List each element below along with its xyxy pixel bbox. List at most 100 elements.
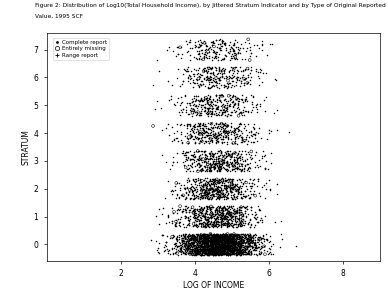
Point bbox=[220, 236, 227, 240]
Point bbox=[212, 207, 218, 212]
Point bbox=[223, 54, 229, 58]
Point bbox=[222, 212, 228, 217]
Point bbox=[202, 214, 208, 219]
Point bbox=[209, 245, 215, 250]
Point bbox=[253, 138, 260, 143]
Point bbox=[232, 244, 238, 249]
Point bbox=[176, 220, 182, 224]
Point bbox=[239, 195, 245, 200]
Point bbox=[223, 234, 229, 239]
Point bbox=[196, 249, 202, 254]
Point bbox=[247, 58, 253, 62]
Point bbox=[195, 169, 201, 174]
Point bbox=[217, 45, 223, 50]
Point bbox=[237, 249, 243, 254]
Point bbox=[230, 55, 237, 60]
Point bbox=[244, 250, 250, 255]
Point bbox=[208, 248, 214, 253]
Point bbox=[222, 83, 229, 88]
Point bbox=[234, 141, 240, 146]
Point bbox=[222, 247, 228, 252]
Point bbox=[183, 204, 189, 208]
Point bbox=[194, 71, 200, 76]
Point bbox=[184, 136, 190, 141]
Point bbox=[219, 245, 225, 250]
Point bbox=[222, 250, 228, 254]
Point bbox=[235, 105, 241, 110]
Point bbox=[197, 236, 204, 240]
Point bbox=[240, 46, 246, 50]
Point bbox=[196, 191, 202, 196]
Point bbox=[201, 219, 207, 224]
Point bbox=[230, 224, 236, 229]
Point bbox=[220, 238, 226, 242]
Point bbox=[191, 244, 197, 249]
Point bbox=[227, 237, 233, 242]
Point bbox=[237, 196, 244, 200]
Point bbox=[237, 207, 243, 212]
Point bbox=[241, 76, 248, 81]
Point bbox=[218, 238, 224, 243]
Point bbox=[218, 82, 224, 87]
Point bbox=[214, 246, 220, 251]
Point bbox=[184, 69, 190, 74]
Point bbox=[209, 250, 215, 254]
Point bbox=[200, 248, 206, 252]
Point bbox=[191, 221, 197, 226]
Point bbox=[229, 239, 236, 244]
Point bbox=[223, 214, 229, 219]
Point bbox=[208, 243, 214, 248]
Point bbox=[232, 242, 238, 246]
Point bbox=[219, 245, 225, 250]
Point bbox=[213, 236, 220, 241]
Point bbox=[196, 162, 202, 167]
Point bbox=[213, 190, 219, 195]
Point bbox=[221, 240, 227, 245]
Point bbox=[256, 82, 263, 87]
Point bbox=[197, 191, 203, 196]
Point bbox=[257, 246, 263, 251]
Point bbox=[200, 122, 206, 126]
Point bbox=[234, 215, 241, 220]
Point bbox=[239, 248, 245, 253]
Point bbox=[230, 102, 237, 107]
Point bbox=[248, 234, 254, 239]
Point bbox=[198, 233, 204, 238]
Point bbox=[207, 248, 213, 253]
Point bbox=[234, 211, 240, 215]
Point bbox=[211, 220, 217, 224]
Point bbox=[222, 112, 228, 117]
Point bbox=[184, 205, 190, 210]
Point bbox=[208, 245, 215, 250]
Point bbox=[258, 251, 264, 256]
Point bbox=[173, 220, 179, 225]
Point bbox=[206, 165, 212, 170]
Point bbox=[235, 44, 241, 49]
Point bbox=[215, 94, 222, 99]
Point bbox=[225, 50, 232, 55]
Point bbox=[196, 221, 202, 226]
Point bbox=[196, 98, 202, 103]
Point bbox=[216, 98, 222, 102]
Point bbox=[226, 235, 232, 240]
Point bbox=[226, 74, 232, 78]
Point bbox=[215, 250, 221, 255]
Point bbox=[227, 233, 233, 238]
Point bbox=[209, 156, 215, 161]
Point bbox=[171, 233, 177, 238]
Point bbox=[227, 128, 233, 133]
Point bbox=[215, 239, 221, 244]
Point bbox=[174, 192, 180, 197]
Point bbox=[198, 252, 204, 257]
Point bbox=[194, 242, 200, 247]
Point bbox=[209, 238, 215, 243]
Point bbox=[199, 183, 206, 188]
Point bbox=[218, 216, 225, 220]
Point bbox=[211, 103, 218, 108]
Point bbox=[225, 239, 231, 244]
Point bbox=[229, 251, 236, 256]
Point bbox=[225, 252, 231, 257]
Point bbox=[246, 53, 253, 58]
Point bbox=[214, 107, 220, 112]
Point bbox=[215, 245, 222, 250]
